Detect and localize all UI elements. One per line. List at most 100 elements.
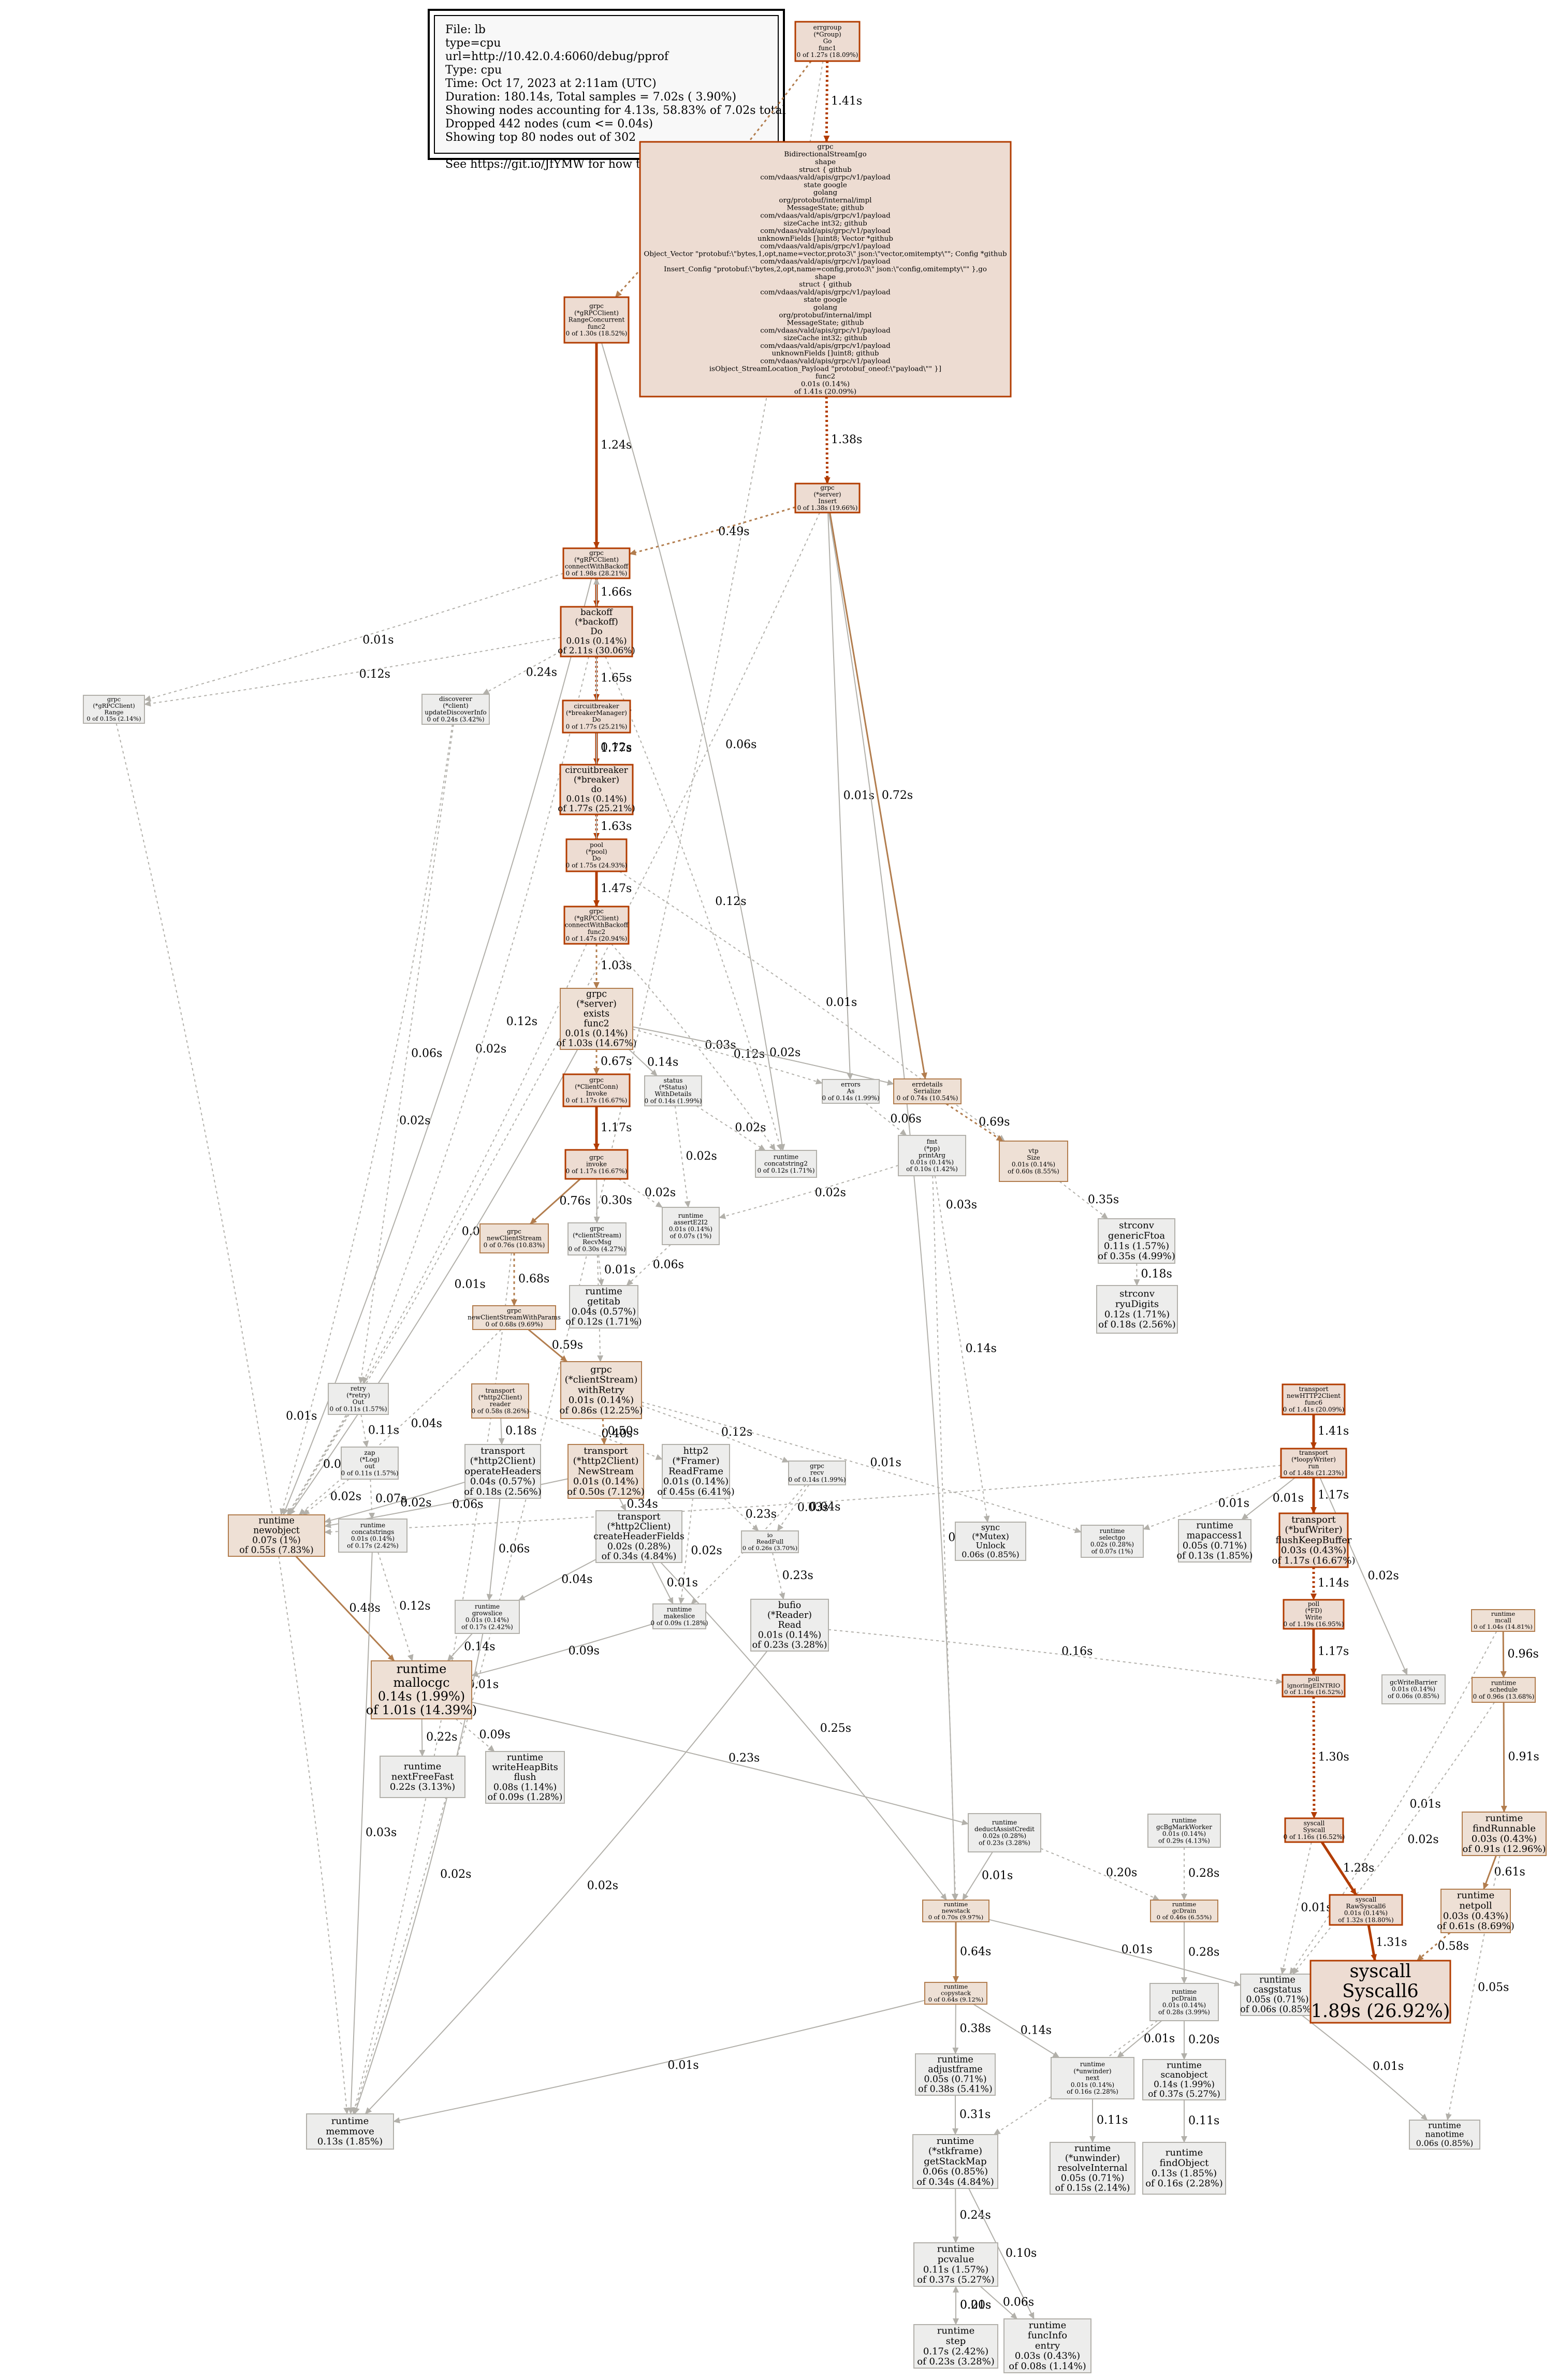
node-label: runtime	[1428, 2120, 1461, 2130]
node-box	[471, 1383, 529, 1419]
call-edge: 0.05s	[1445, 1855, 1509, 2121]
node-label: getStackMap	[924, 2156, 986, 2167]
call-edge: 0.06s	[486, 1498, 530, 1601]
node-label: of 1.41s (20.09%)	[794, 388, 856, 396]
func-node-breakermgr[interactable]: circuitbreaker(*breakerManager)Do0 of 1.…	[562, 699, 631, 734]
edge-label: 0.38s	[960, 2022, 991, 2035]
edge-label: 0.48s	[349, 1602, 380, 1615]
node-box	[485, 1751, 565, 1804]
call-edge: 0.02s	[719, 1165, 899, 1219]
func-node-operateheaders[interactable]: transport(*http2Client)operateHeaders0.0…	[464, 1444, 542, 1499]
func-node-pooldo[interactable]: pool(*pool)Do0 of 1.75s (24.93%)	[565, 838, 628, 872]
func-node-breakerdo[interactable]: circuitbreaker(*breaker)do0.01s (0.14%)o…	[558, 764, 635, 815]
node-label: org/protobuf/internal/impl	[779, 312, 871, 319]
call-edge: 0.10s	[968, 2188, 1037, 2319]
node-label: (*loopyWriter)	[1291, 1456, 1336, 1463]
legend-line: Dropped 442 nodes (cum <= 0.04s)	[445, 118, 653, 130]
func-node-createheader[interactable]: transport(*http2Client)createHeaderField…	[593, 1510, 685, 1563]
func-node-backoffdo[interactable]: backoff(*backoff)Do0.01s (0.14%)of 2.11s…	[558, 606, 635, 658]
node-label: 0 of 0.15s (2.14%)	[86, 715, 141, 722]
node-label: 0 of 0.74s (10.54%)	[897, 1094, 958, 1102]
func-node-flushkeepbuffer[interactable]: transport(*bufWriter)flushKeepBuffer0.03…	[1272, 1512, 1356, 1568]
func-node-connectfunc2[interactable]: grpc(*gRPCClient)connectWithBackofffunc2…	[563, 906, 630, 945]
node-box	[639, 141, 1012, 398]
node-label: of 1.17s (16.67%)	[1272, 1555, 1356, 1566]
node-label: As	[847, 1088, 855, 1095]
edge-line	[771, 1552, 785, 1600]
